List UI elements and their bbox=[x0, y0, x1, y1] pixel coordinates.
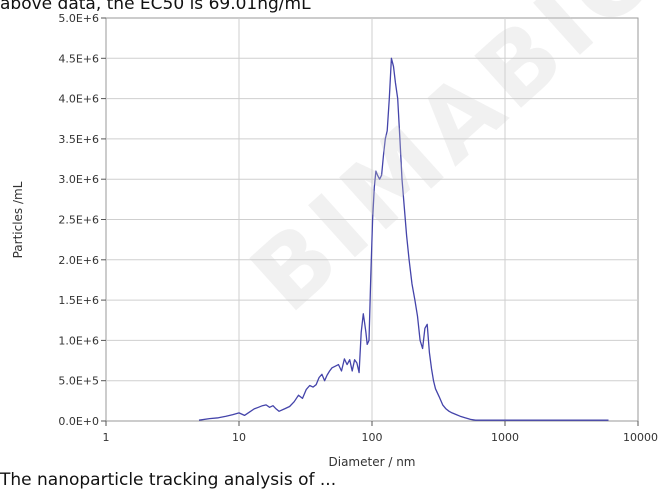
y-tick-label: 4.0E+6 bbox=[58, 93, 99, 106]
y-tick-labels: 0.0E+0 5.0E+5 1.0E+6 1.5E+6 2.0E+6 2.5E+6 3.0E… bbox=[58, 12, 99, 428]
y-tick-label: 3.0E+6 bbox=[58, 173, 99, 186]
y-tick-label: 5.0E+6 bbox=[58, 12, 99, 25]
axis-ticks bbox=[101, 17, 639, 426]
top-caption-text: above data, the EC50 is 69.01ng/mL bbox=[0, 0, 311, 14]
x-axis-label: Diameter / nm bbox=[329, 455, 416, 469]
y-tick-label: 4.5E+6 bbox=[58, 52, 99, 65]
bottom-caption-text: The nanoparticle tracking analysis of ..… bbox=[0, 470, 337, 490]
nta-size-distribution-chart: 1 10 100 1000 10000 0.0E+0 5.0E+5 1.0E+6 1.5E+6… bbox=[11, 12, 659, 469]
series-line bbox=[198, 57, 609, 421]
x-tick-label: 100 bbox=[362, 431, 383, 444]
y-tick-label: 3.5E+6 bbox=[58, 133, 99, 146]
y-tick-label: 5.0E+5 bbox=[58, 375, 99, 388]
x-tick-label: 1000 bbox=[491, 431, 519, 444]
y-tick-label: 0.0E+0 bbox=[58, 415, 99, 428]
x-tick-label: 10 bbox=[232, 431, 246, 444]
x-tick-labels: 1 10 100 1000 10000 bbox=[103, 431, 659, 444]
y-tick-label: 2.5E+6 bbox=[58, 214, 99, 227]
y-tick-label: 2.0E+6 bbox=[58, 254, 99, 267]
y-tick-label: 1.5E+6 bbox=[58, 294, 99, 307]
x-tick-label: 10000 bbox=[623, 431, 658, 444]
y-axis-label: Particles /mL bbox=[11, 181, 25, 258]
y-tick-label: 1.0E+6 bbox=[58, 334, 99, 347]
x-tick-label: 1 bbox=[103, 431, 110, 444]
